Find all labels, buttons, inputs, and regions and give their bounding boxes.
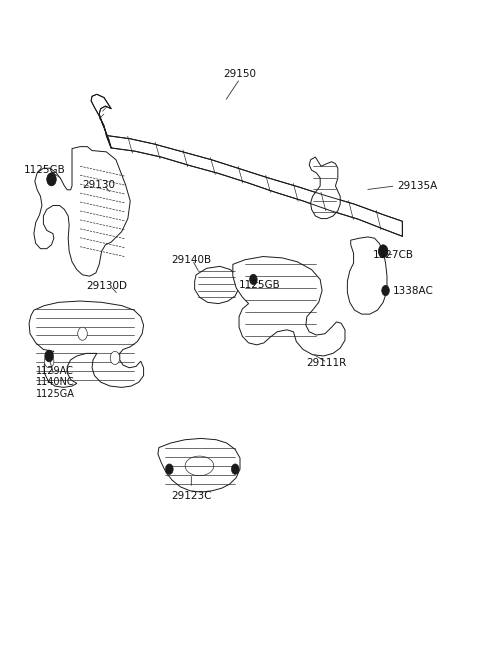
Polygon shape — [107, 135, 402, 237]
Text: 1338AC: 1338AC — [393, 286, 433, 296]
Text: 29140B: 29140B — [171, 255, 211, 265]
Text: 1327CB: 1327CB — [372, 250, 414, 260]
Polygon shape — [34, 147, 130, 276]
Circle shape — [382, 285, 389, 296]
Circle shape — [47, 173, 56, 186]
Text: 29130: 29130 — [83, 179, 116, 190]
Text: 29135A: 29135A — [397, 181, 438, 191]
Text: 1129AC
1140NC
1125GA: 1129AC 1140NC 1125GA — [36, 365, 74, 399]
Circle shape — [44, 355, 54, 368]
Polygon shape — [29, 301, 144, 388]
Text: 1125GB: 1125GB — [24, 165, 66, 175]
Text: 29123C: 29123C — [171, 491, 212, 501]
Circle shape — [379, 246, 387, 257]
Circle shape — [250, 274, 257, 284]
Text: 29150: 29150 — [224, 68, 256, 79]
Polygon shape — [233, 256, 345, 356]
Circle shape — [378, 245, 388, 258]
Text: 29111R: 29111R — [306, 357, 346, 367]
Circle shape — [78, 327, 87, 340]
Circle shape — [231, 464, 239, 474]
Polygon shape — [309, 157, 340, 219]
Polygon shape — [195, 266, 239, 304]
Polygon shape — [91, 95, 111, 148]
Circle shape — [46, 351, 52, 361]
Text: 1125GB: 1125GB — [239, 280, 281, 290]
Polygon shape — [158, 438, 240, 492]
Circle shape — [45, 350, 53, 362]
Circle shape — [47, 173, 56, 185]
Circle shape — [166, 464, 173, 474]
Text: 29130D: 29130D — [86, 281, 127, 291]
Polygon shape — [348, 237, 387, 314]
Circle shape — [110, 351, 120, 365]
